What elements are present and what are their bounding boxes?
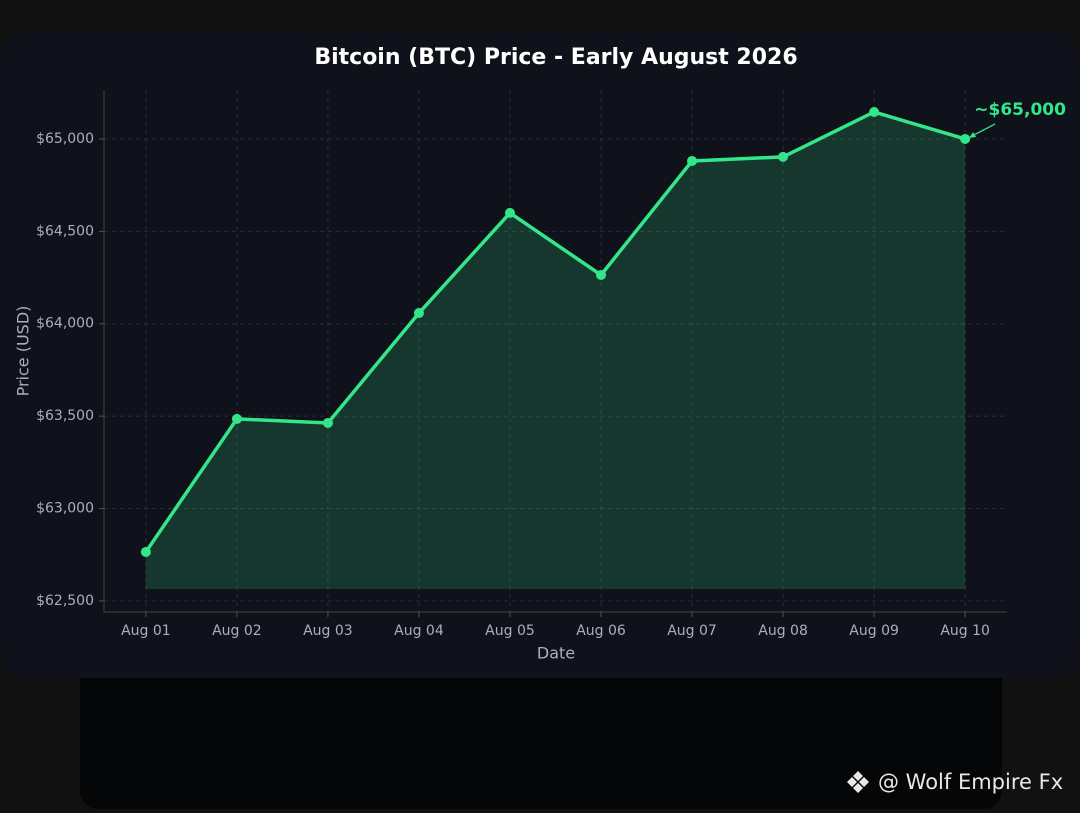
point: [413, 308, 424, 319]
line: [144, 110, 966, 553]
chart-title: Bitcoin (BTC) Price - Early August 2026: [314, 45, 797, 70]
x-tick-label: Aug 05: [485, 623, 535, 639]
watermark: @ Wolf Empire Fx: [878, 770, 1063, 794]
ghost-card: [80, 640, 1002, 809]
annotation-arrowhead: [969, 131, 977, 138]
x-tick-label: Aug 06: [576, 623, 626, 639]
point: [778, 151, 789, 162]
x-tick-label: Aug 01: [121, 623, 171, 639]
y-tick-label: $65,000: [36, 131, 94, 147]
x-tick-label: Aug 03: [303, 623, 353, 639]
point: [322, 417, 333, 428]
x-tick-label: Aug 09: [849, 623, 899, 639]
y-tick-label: $64,000: [36, 316, 94, 332]
watermark-icon: [847, 771, 869, 793]
point: [504, 207, 515, 218]
y-tick-label: $64,500: [36, 223, 94, 239]
point: [869, 106, 880, 117]
y-axis-label: Price (USD): [14, 306, 33, 397]
x-tick-label: Aug 07: [667, 623, 717, 639]
x-tick-label: Aug 02: [212, 623, 262, 639]
y-tick-label: $63,500: [36, 408, 94, 424]
point: [140, 546, 151, 557]
area: [145, 111, 966, 589]
x-tick-label: Aug 04: [394, 623, 444, 639]
chart-card: [0, 30, 1080, 678]
point: [231, 413, 242, 424]
x-tick-label: Aug 10: [940, 623, 990, 639]
point: [687, 155, 698, 166]
y-tick-label: $63,000: [36, 501, 94, 517]
point: [596, 269, 607, 280]
x-axis-label: Date: [537, 644, 575, 663]
annotation: ~$65,000: [974, 100, 1066, 120]
x-tick-label: Aug 08: [758, 623, 808, 639]
y-tick-label: $62,500: [36, 593, 94, 609]
point: [960, 133, 971, 144]
